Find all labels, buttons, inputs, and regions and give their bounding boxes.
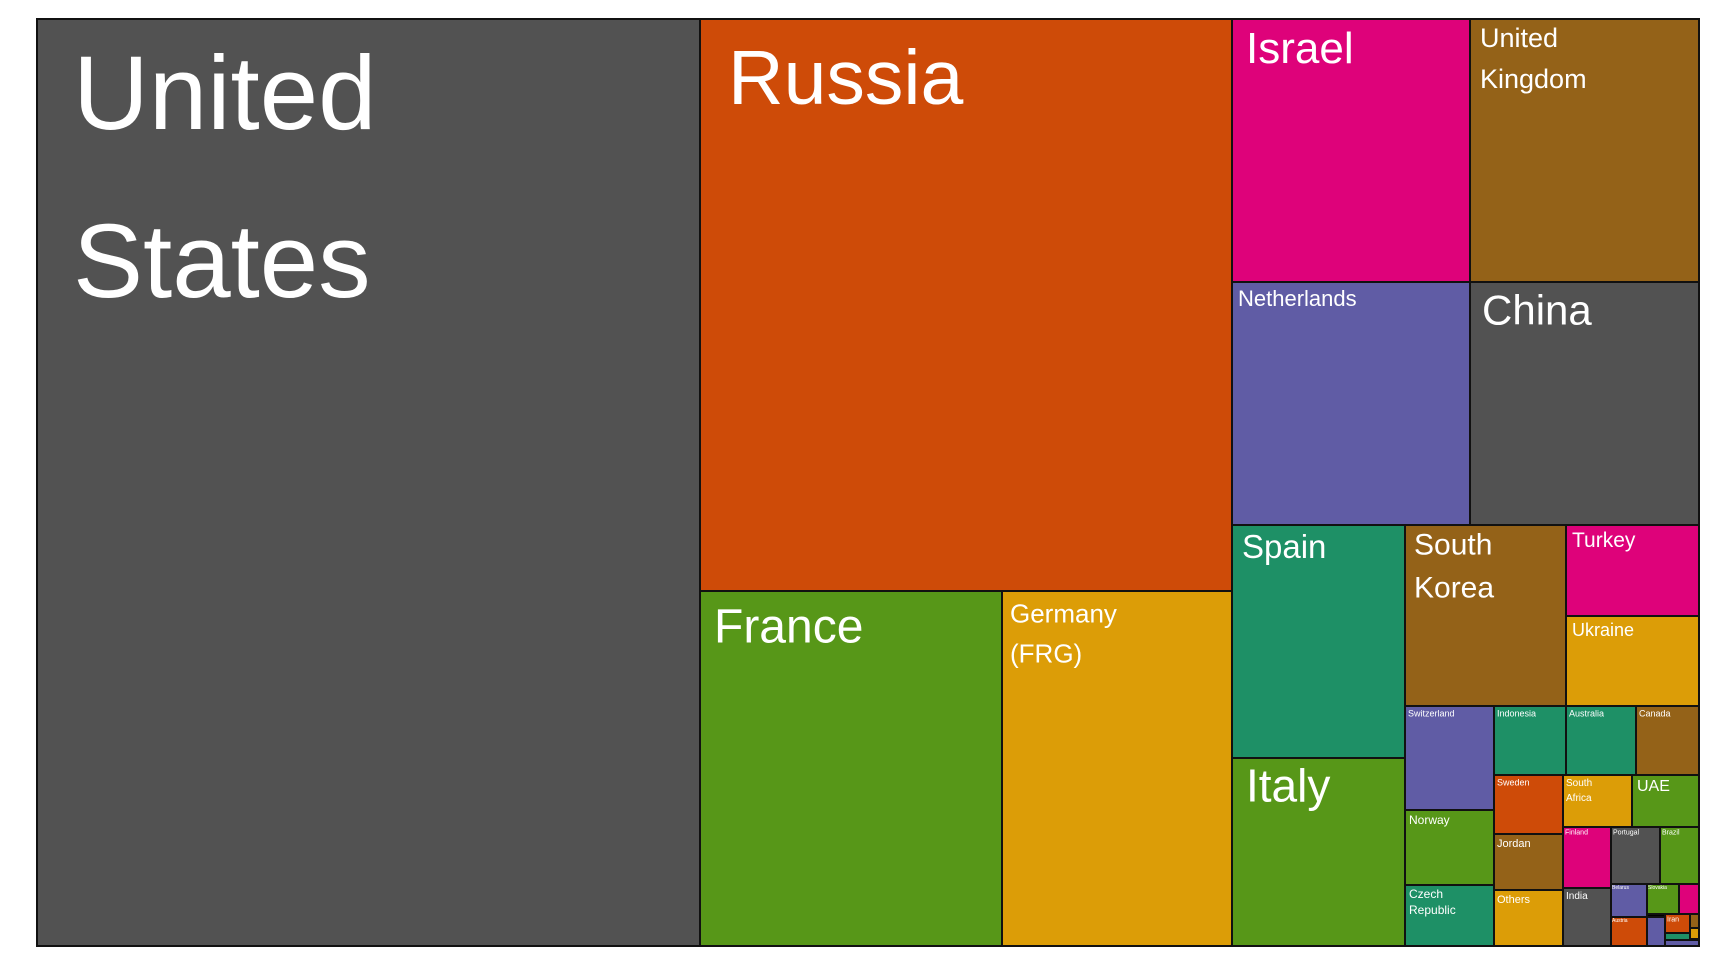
tile-others: Others [1493, 889, 1564, 947]
tile-rect-canada [1635, 705, 1700, 776]
tile-rect-unlabeled-36 [1689, 927, 1700, 940]
tile-indonesia: Indonesia [1493, 705, 1567, 776]
tile-label-slovakia: Slovakia [1648, 885, 1667, 891]
tile-austria: Austria [1610, 916, 1648, 947]
tile-label-australia: Australia [1569, 708, 1604, 718]
tile-south-africa: South Africa [1562, 774, 1633, 828]
tile-rect-others [1493, 889, 1564, 947]
tile-label-italy: Italy [1246, 760, 1330, 812]
tile-rect-unlabeled-32 [1646, 916, 1666, 947]
tile-unlabeled-37 [1664, 939, 1700, 947]
tile-label-south-africa: South Africa [1566, 778, 1592, 804]
tile-label-canada: Canada [1639, 708, 1671, 718]
tile-rect-netherlands [1231, 281, 1471, 526]
tile-label-portugal: Portugal [1613, 830, 1640, 837]
tile-label-austria: Austria [1612, 918, 1628, 924]
tile-belarus: Belarus [1610, 883, 1648, 918]
tile-rect-south-korea [1404, 524, 1567, 707]
tile-label-turkey: Turkey [1572, 529, 1636, 552]
tile-unlabeled-36 [1689, 927, 1700, 940]
tile-rect-india [1562, 887, 1612, 947]
tile-rect-china [1469, 281, 1700, 526]
tile-label-brazil: Brazil [1662, 830, 1680, 837]
tile-label-france: France [714, 600, 863, 653]
tile-rect-portugal [1610, 826, 1661, 885]
tile-label-ukraine: Ukraine [1572, 620, 1634, 640]
tile-india: India [1562, 887, 1612, 947]
tile-israel: Israel [1231, 18, 1471, 283]
tile-australia: Australia [1565, 705, 1637, 776]
tile-rect-jordan [1493, 833, 1564, 891]
tile-rect-unlabeled-30 [1678, 883, 1700, 915]
tile-rect-switzerland [1404, 705, 1495, 811]
tile-label-spain: Spain [1242, 528, 1326, 565]
tile-south-korea: South Korea [1404, 524, 1567, 707]
tile-czech-republic: Czech Republic [1404, 884, 1495, 947]
tile-label-belarus: Belarus [1612, 885, 1629, 891]
tile-rect-united-states [36, 18, 701, 947]
tile-label-india: India [1566, 891, 1588, 902]
tile-label-netherlands: Netherlands [1238, 286, 1357, 311]
tile-turkey: Turkey [1565, 524, 1700, 617]
tile-norway: Norway [1404, 809, 1495, 886]
tile-rect-israel [1231, 18, 1471, 283]
tile-portugal: Portugal [1610, 826, 1661, 885]
tile-ukraine: Ukraine [1565, 615, 1700, 707]
tile-sweden: Sweden [1493, 774, 1564, 835]
tile-label-china: China [1482, 286, 1592, 333]
tile-netherlands: Netherlands [1231, 281, 1471, 526]
tile-label-jordan: Jordan [1497, 838, 1531, 850]
tile-rect-unlabeled-37 [1664, 939, 1700, 947]
tile-rect-unlabeled-34 [1689, 913, 1700, 929]
tile-rect-united-kingdom [1469, 18, 1700, 283]
tile-united-states: United States [36, 18, 701, 947]
tile-unlabeled-30 [1678, 883, 1700, 915]
tile-germany-frg: Germany (FRG) [1001, 590, 1233, 947]
tile-united-kingdom: United Kingdom [1469, 18, 1700, 283]
tile-label-iran: Iran [1667, 917, 1679, 924]
tile-rect-brazil [1659, 826, 1700, 885]
tile-label-norway: Norway [1409, 813, 1450, 827]
tile-label-finland: Finland [1565, 830, 1588, 837]
tile-brazil: Brazil [1659, 826, 1700, 885]
tile-rect-turkey [1565, 524, 1700, 617]
tile-rect-sweden [1493, 774, 1564, 835]
tile-rect-slovakia [1646, 883, 1680, 915]
tile-label-sweden: Sweden [1497, 777, 1530, 787]
tile-rect-australia [1565, 705, 1637, 776]
tile-rect-france [699, 590, 1003, 947]
tile-france: France [699, 590, 1003, 947]
tile-label-switzerland: Switzerland [1408, 708, 1455, 718]
tile-label-indonesia: Indonesia [1497, 708, 1536, 718]
tile-label-others: Others [1497, 894, 1531, 906]
tile-iran: Iran [1664, 913, 1691, 934]
tile-italy: Italy [1231, 757, 1406, 947]
tile-rect-unlabeled-35 [1664, 932, 1691, 941]
tile-finland: Finland [1562, 826, 1612, 889]
tile-label-czech-republic: Czech Republic [1409, 887, 1456, 917]
tile-label-germany-frg: Germany (FRG) [1010, 598, 1117, 668]
tile-label-israel: Israel [1246, 24, 1354, 73]
tile-rect-germany-frg [1001, 590, 1233, 947]
tile-uae: UAE [1631, 774, 1700, 828]
tile-china: China [1469, 281, 1700, 526]
tile-label-united-states: United States [73, 35, 377, 320]
tile-canada: Canada [1635, 705, 1700, 776]
tile-russia: Russia [699, 18, 1233, 592]
tile-unlabeled-34 [1689, 913, 1700, 929]
tile-slovakia: Slovakia [1646, 883, 1680, 915]
tile-label-south-korea: South Korea [1414, 529, 1494, 605]
tile-unlabeled-35 [1664, 932, 1691, 941]
tile-label-uae: UAE [1637, 778, 1670, 795]
tile-label-united-kingdom: United Kingdom [1480, 23, 1587, 94]
tile-spain: Spain [1231, 524, 1406, 759]
tile-unlabeled-32 [1646, 916, 1666, 947]
tile-switzerland: Switzerland [1404, 705, 1495, 811]
tile-label-russia: Russia [728, 35, 964, 121]
tile-jordan: Jordan [1493, 833, 1564, 891]
tile-rect-czech-republic [1404, 884, 1495, 947]
